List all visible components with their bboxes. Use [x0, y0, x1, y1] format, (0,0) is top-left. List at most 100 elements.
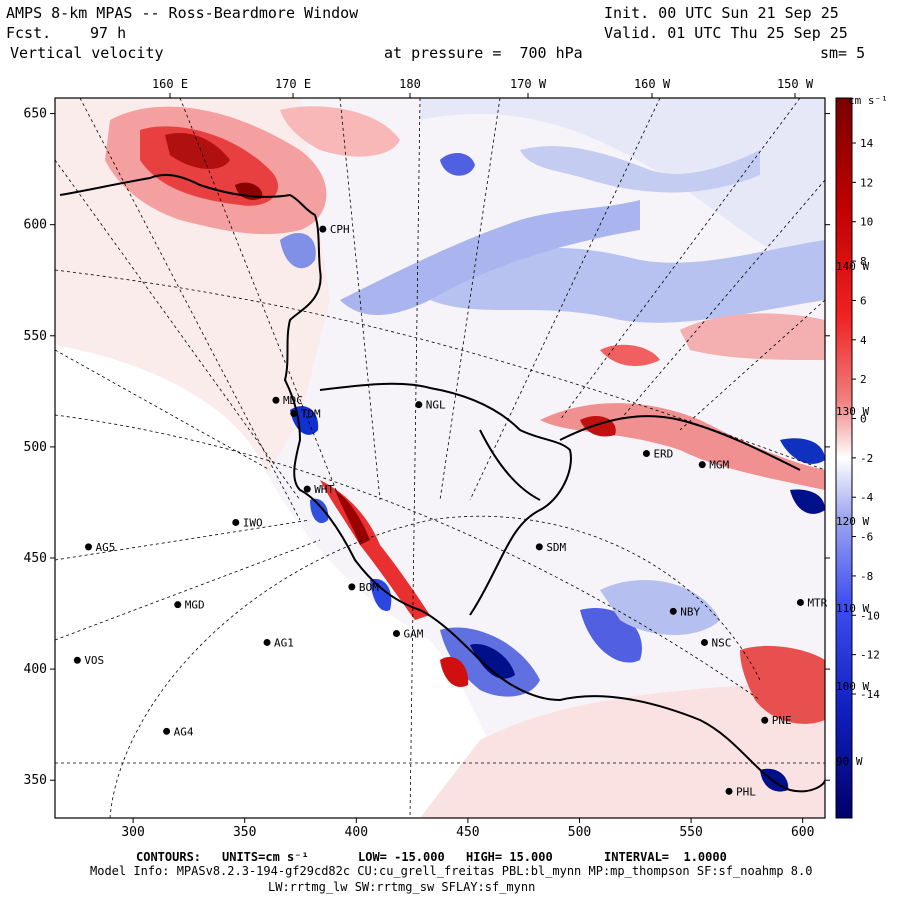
colorbar-tick-label: 4	[860, 334, 867, 347]
top-longitude-labels: 160 E 170 E 180 170 W 160 W 150 W	[152, 77, 814, 98]
x-tick-label: 450	[456, 825, 479, 840]
station-marker	[174, 601, 182, 609]
station-label: ERD	[653, 448, 673, 461]
station-marker	[84, 543, 92, 551]
x-tick-label: 300	[121, 825, 144, 840]
x-tick-label: 600	[791, 825, 814, 840]
smoothing-value: sm= 5	[820, 44, 866, 62]
right-lon-label: 90 W	[836, 755, 863, 768]
colorbar-tick-label: -6	[860, 531, 873, 544]
right-lon-label: 110 W	[836, 602, 869, 615]
valid-time: Valid. 01 UTC Thu 25 Sep 25	[604, 24, 848, 42]
right-lon-label: 100 W	[836, 680, 869, 693]
station-marker	[698, 461, 706, 469]
colorbar-tick-label: -12	[860, 649, 880, 662]
station-label: MTR	[807, 596, 827, 609]
station-label: NGL	[426, 399, 446, 412]
x-tick-label: 400	[345, 825, 368, 840]
colorbar-tick-label: 12	[860, 176, 873, 189]
station-marker	[796, 598, 804, 606]
station-label: MDC	[283, 394, 303, 407]
contour-units: UNITS=cm s⁻¹	[222, 850, 309, 864]
station-label: CPH	[330, 223, 350, 236]
station-marker	[290, 410, 298, 418]
init-time: Init. 00 UTC Sun 21 Sep 25	[604, 4, 839, 22]
station-label: VOS	[84, 654, 104, 667]
colorbar-tick-label: 8	[860, 255, 867, 268]
station-marker	[700, 638, 708, 646]
colorbar-tick-label: -14	[860, 688, 880, 701]
colorbar-tick-label: -2	[860, 452, 873, 465]
colorbar-tick-label: -10	[860, 609, 880, 622]
station-marker	[163, 727, 171, 735]
y-tick-label: 350	[24, 773, 47, 788]
right-longitude-labels: 140 W 130 W 120 W 110 W 100 W 90 W	[836, 260, 869, 768]
contour-interval: INTERVAL= 1.0000	[604, 850, 727, 864]
station-label: WHT	[314, 483, 334, 496]
colorbar-tick-label: -4	[860, 491, 874, 504]
model-info-line2: LW:rrtmg_lw SW:rrtmg_sw SFLAY:sf_mynn	[268, 880, 536, 894]
station-label: IWO	[243, 516, 263, 529]
station-label: SDM	[546, 541, 566, 554]
colorbar-tick-label: 2	[860, 373, 867, 386]
station-label: MGD	[185, 599, 205, 612]
colorbar-tick-label: -8	[860, 570, 873, 583]
station-label: AG5	[95, 541, 115, 554]
colorbar-tick-label: 0	[860, 413, 867, 426]
pressure-level: at pressure = 700 hPa	[384, 44, 583, 62]
x-axis: 300 350 400 450 500 550 600	[121, 818, 814, 840]
colorbar-tick-label: 14	[860, 137, 874, 150]
y-tick-label: 400	[24, 662, 47, 677]
station-marker	[319, 225, 327, 233]
right-lon-label: 130 W	[836, 405, 869, 418]
station-label: NSC	[711, 636, 731, 649]
station-label: MGM	[709, 459, 729, 472]
x-tick-label: 350	[233, 825, 256, 840]
y-tick-label: 600	[24, 218, 47, 233]
station-label: AG4	[174, 725, 194, 738]
colorbar-tick-label: 10	[860, 216, 873, 229]
contour-low: LOW= -15.000	[358, 850, 445, 864]
right-lon-label: 120 W	[836, 515, 869, 528]
y-tick-label: 650	[24, 107, 47, 122]
y-axis: 650 600 550 500 450 400 350	[24, 107, 830, 788]
field-layer	[55, 98, 825, 818]
model-info: Model Info: MPASv8.2.3-194-gf29cd82c CU:…	[90, 864, 813, 878]
x-tick-label: 500	[568, 825, 591, 840]
top-lon-label: 160 W	[634, 77, 671, 91]
station-marker	[392, 630, 400, 638]
y-tick-label: 500	[24, 440, 47, 455]
station-marker	[642, 450, 650, 458]
station-label: TDM	[301, 408, 321, 421]
field-name: Vertical velocity	[10, 44, 164, 62]
top-lon-label: 170 E	[275, 77, 311, 91]
contours-label: CONTOURS:	[136, 850, 202, 864]
station-label: GAM	[403, 628, 423, 641]
station-marker	[415, 401, 423, 409]
colorbar-tick-label: 6	[860, 294, 867, 307]
colorbar-ticks: 14 12 10 8 6 4 2 0 -2 -4 -6 -8 -10 -12 -14	[852, 137, 880, 701]
station-marker	[725, 787, 733, 795]
forecast-label: Fcst.	[6, 24, 52, 42]
contour-high: HIGH= 15.000	[466, 850, 553, 864]
forecast-value: 97 h	[90, 24, 127, 42]
top-lon-label: 160 E	[152, 77, 188, 91]
station-marker	[232, 518, 240, 526]
x-tick-label: 550	[679, 825, 702, 840]
map-title: AMPS 8-km MPAS -- Ross-Beardmore Window	[6, 4, 359, 22]
station-label: NBY	[680, 605, 700, 618]
station-marker	[272, 396, 280, 404]
right-lon-label: 140 W	[836, 260, 869, 273]
colorbar-unit: cm s⁻¹	[848, 94, 888, 107]
station-marker	[348, 583, 356, 591]
top-lon-label: 170 W	[510, 77, 547, 91]
station-label: BOM	[359, 581, 379, 594]
station-marker	[669, 607, 677, 615]
station-label: PNE	[772, 714, 792, 727]
station-marker	[761, 716, 769, 724]
y-tick-label: 450	[24, 551, 47, 566]
station-label: PHL	[736, 785, 756, 798]
colorbar	[835, 97, 853, 819]
plot-frame	[54, 97, 826, 819]
